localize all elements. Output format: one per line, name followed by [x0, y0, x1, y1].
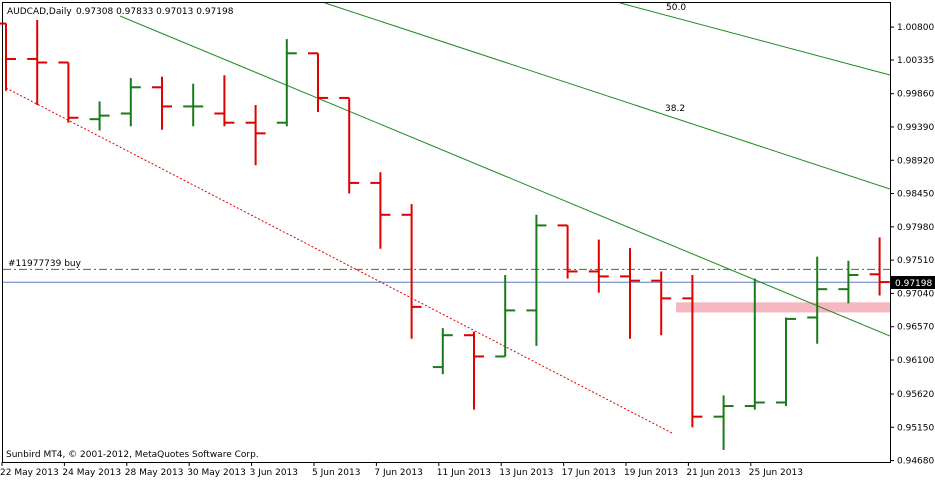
y-axis-tick-label: 0.98920 — [897, 156, 934, 166]
current-price-tag-label: 0.97198 — [895, 279, 932, 289]
fib-label-50: 50.0 — [666, 3, 686, 13]
footer-copyright: Sunbird MT4, © 2001-2012, MetaQuotes Sof… — [6, 450, 259, 460]
y-axis-tick-label: 0.96100 — [897, 356, 934, 366]
x-axis-tick-label: 28 May 2013 — [125, 468, 184, 478]
x-axis-tick-label: 19 Jun 2013 — [624, 468, 678, 478]
support-trendline — [5, 87, 673, 434]
trendline-main — [119, 15, 891, 337]
y-axis-tick-label: 1.00335 — [897, 56, 934, 66]
y-axis-tick-label: 0.97040 — [897, 289, 934, 299]
y-axis-tick-label: 0.95150 — [897, 423, 934, 433]
y-axis-tick-label: 0.97980 — [897, 223, 934, 233]
current-price-tag — [891, 276, 935, 289]
x-axis-tick-label: 17 Jun 2013 — [562, 468, 616, 478]
y-axis-tick-label: 1.00800 — [897, 23, 934, 33]
drawing-layer — [3, 2, 891, 434]
y-axis-tick-label: 0.95620 — [897, 390, 934, 400]
ohlc-values: 0.97308 0.97833 0.97013 0.97198 — [76, 7, 234, 17]
y-axis-tick-label: 0.97510 — [897, 256, 934, 266]
y-axis-tick-label: 0.96570 — [897, 323, 934, 333]
x-axis-tick-label: 25 Jun 2013 — [749, 468, 803, 478]
fib-label-38: 38.2 — [665, 104, 685, 114]
x-axis-tick-label: 21 Jun 2013 — [686, 468, 740, 478]
axis-layer: 1.00800 1.00335 0.99860 0.99390 0.98920 0.984… — [0, 23, 934, 478]
y-axis-tick-label: 0.99390 — [897, 123, 934, 133]
support-zone — [676, 302, 890, 313]
x-axis-tick-label: 22 May 2013 — [0, 468, 59, 478]
trendline-fib-50 — [619, 2, 891, 76]
plot-frame — [2, 2, 891, 463]
x-axis-tick-label: 7 Jun 2013 — [374, 468, 422, 478]
trendline-fib-38 — [324, 2, 891, 190]
x-axis-tick-label: 24 May 2013 — [62, 468, 121, 478]
y-axis-tick-label: 0.98450 — [897, 190, 934, 200]
x-axis-tick-label: 5 Jun 2013 — [312, 468, 360, 478]
bars-layer — [0, 20, 890, 450]
x-axis-tick-label: 11 Jun 2013 — [437, 468, 491, 478]
y-axis-tick-label: 0.99860 — [897, 90, 934, 100]
x-axis-tick-label: 30 May 2013 — [187, 468, 246, 478]
x-axis-tick-label: 13 Jun 2013 — [499, 468, 553, 478]
y-axis-tick-label: 0.94680 — [897, 457, 934, 467]
x-axis-tick-label: 3 Jun 2013 — [250, 468, 298, 478]
order-label: #11977739 buy — [8, 259, 82, 269]
symbol-label: AUDCAD,Daily — [7, 7, 72, 17]
